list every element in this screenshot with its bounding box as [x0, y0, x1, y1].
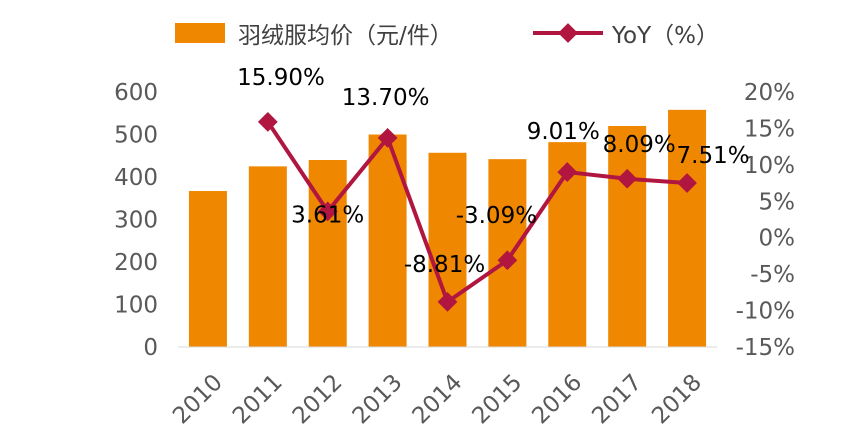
y-right-tick-label: 10% [744, 153, 795, 179]
yoy-marker [377, 128, 398, 148]
y-left-tick-label: 400 [114, 165, 158, 191]
yoy-marker [257, 111, 278, 132]
y-right-tick-label: -5% [750, 262, 795, 288]
x-tick-label: 2015 [468, 370, 528, 430]
yoy-data-label: 3.61% [291, 202, 364, 228]
yoy-data-label: 15.90% [237, 65, 325, 91]
y-right-tick-label: -10% [736, 299, 795, 325]
y-left-tick-label: 200 [114, 250, 158, 276]
x-tick-label: 2013 [348, 370, 408, 430]
bar [668, 109, 707, 347]
x-axis: 2010 2011 2012 2013 2014 2015 2016 2017 2018 [168, 370, 707, 430]
legend-line-marker [558, 23, 578, 43]
yoy-data-label: 8.09% [603, 132, 676, 158]
yoy-marker [497, 250, 518, 271]
legend-bar-swatch [175, 23, 225, 43]
y-right-tick-label: 20% [744, 80, 795, 106]
y-left-tick-label: 500 [114, 123, 158, 149]
yoy-data-label: 7.51% [677, 143, 750, 169]
yoy-marker [437, 292, 458, 312]
x-tick-label: 2017 [587, 370, 647, 430]
y-left-tick-label: 0 [143, 335, 158, 361]
y-left-tick-label: 600 [114, 80, 158, 106]
legend-bar-label: 羽绒服均价（元/件） [238, 23, 453, 49]
yoy-data-label: -3.09% [456, 203, 537, 229]
y-right-axis: -15% -10% -5% 0% 5% 10% 15% 20% [736, 80, 795, 361]
y-right-tick-label: 5% [759, 189, 796, 215]
bar [248, 166, 287, 347]
x-tick-label: 2018 [647, 370, 707, 430]
yoy-marker [317, 201, 338, 222]
bar [188, 191, 227, 347]
bar [428, 152, 467, 347]
yoy-data-label: -8.81% [404, 252, 485, 278]
x-tick-label: 2012 [288, 370, 348, 430]
bar [368, 134, 407, 347]
y-right-tick-label: 0% [759, 226, 796, 252]
y-left-tick-label: 100 [114, 293, 158, 319]
yoy-data-label: 9.01% [527, 119, 600, 145]
bar [608, 126, 647, 347]
yoy-line [266, 120, 688, 304]
x-tick-label: 2014 [408, 370, 468, 430]
x-tick-label: 2011 [228, 370, 288, 430]
y-left-axis: 0 100 200 300 400 500 600 [114, 80, 158, 361]
x-tick-label: 2010 [168, 370, 228, 430]
x-tick-label: 2016 [527, 370, 587, 430]
data-labels: 15.90% 3.61% 13.70% -8.81% -3.09% 9.01% 8.09% 7… [237, 65, 749, 278]
legend: 羽绒服均价（元/件） YoY（%） [175, 23, 719, 49]
y-right-tick-label: -15% [736, 335, 795, 361]
y-left-tick-label: 300 [114, 208, 158, 234]
legend-line-label: YoY（%） [611, 23, 719, 49]
y-right-tick-label: 15% [744, 116, 795, 142]
yoy-data-label: 13.70% [342, 85, 430, 111]
